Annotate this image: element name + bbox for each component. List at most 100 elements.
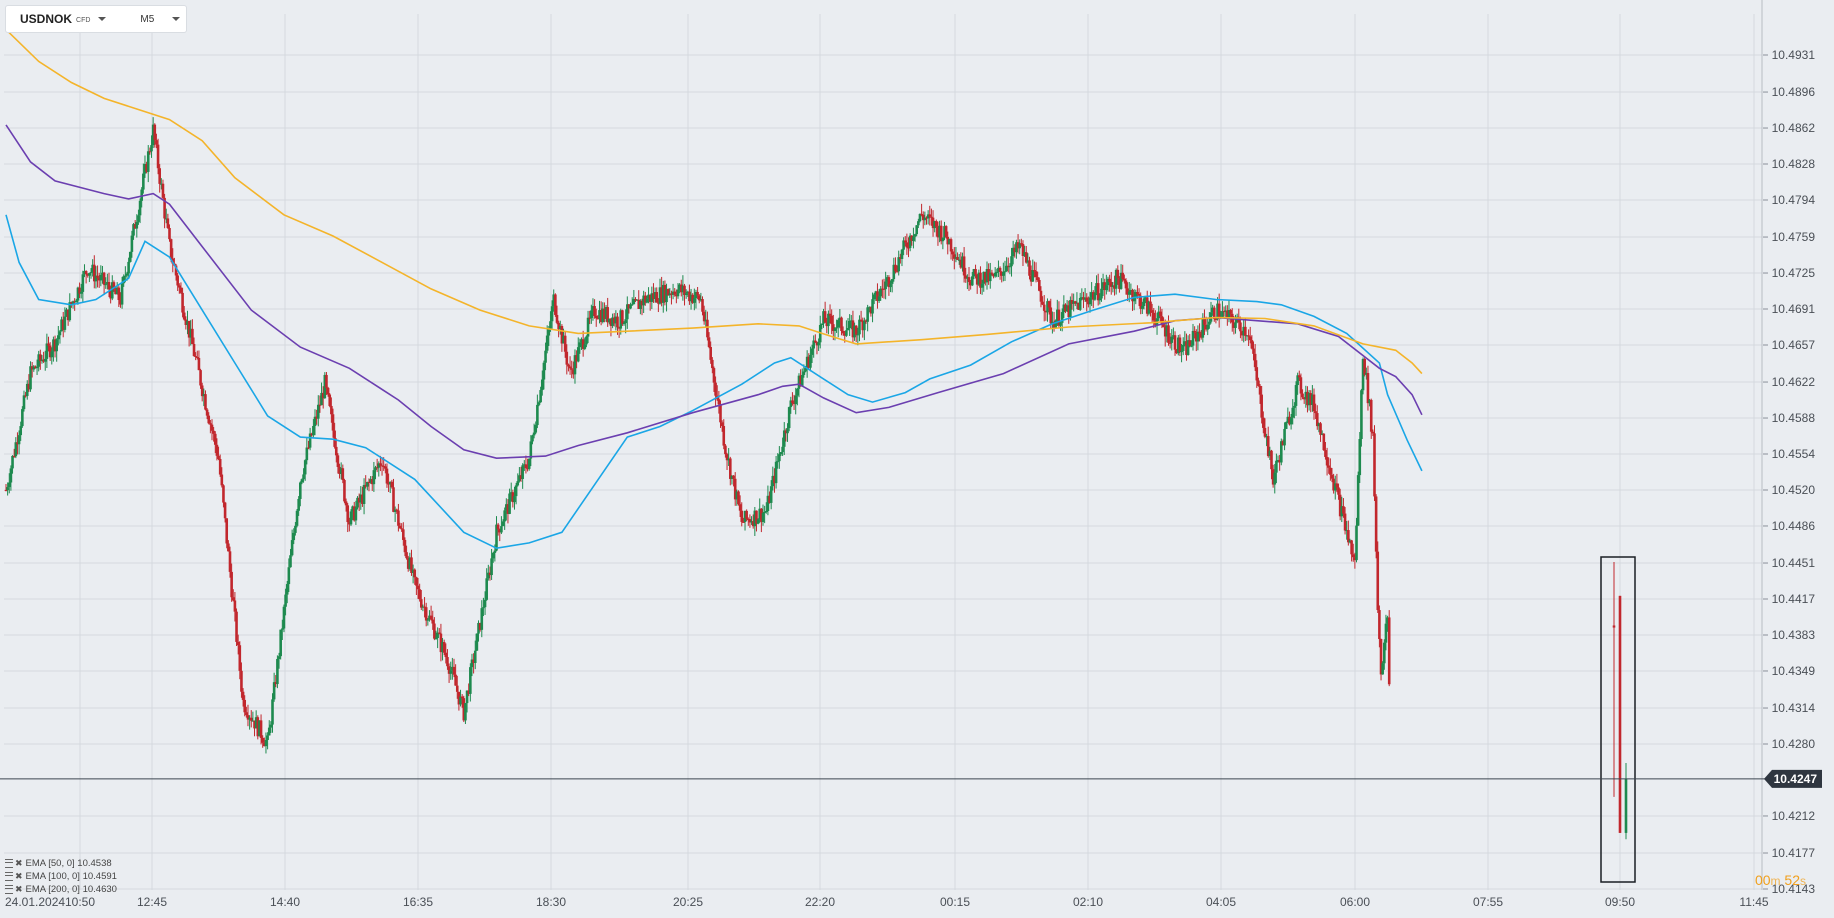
candle: [142, 163, 145, 194]
timeframe-dropdown-icon[interactable]: [172, 17, 181, 21]
candle: [63, 307, 67, 333]
candle: [1190, 340, 1193, 348]
candle-body: [764, 511, 768, 513]
indicator-row[interactable]: ✖ EMA [50, 0] 10.4538: [5, 857, 117, 870]
symbol-label[interactable]: USDNOK: [20, 12, 73, 26]
candle: [205, 408, 209, 420]
candle: [750, 516, 753, 525]
candle: [267, 720, 271, 736]
candle-body: [1366, 373, 1370, 404]
candle-body: [1087, 301, 1090, 305]
candle: [807, 353, 811, 370]
candle-body: [575, 355, 578, 362]
candle: [908, 233, 912, 252]
candle: [735, 489, 739, 506]
candle-body: [1345, 530, 1348, 532]
candle: [614, 310, 618, 331]
indicator-settings-icon[interactable]: [5, 885, 13, 894]
candle: [503, 507, 506, 530]
candle: [1384, 614, 1388, 651]
candle: [637, 290, 641, 310]
candle: [1145, 290, 1149, 317]
candle: [1248, 326, 1252, 344]
candle: [475, 633, 479, 651]
candle-body: [84, 271, 88, 275]
candle-body: [1100, 288, 1103, 299]
candle: [1343, 507, 1347, 535]
candle-body: [702, 311, 706, 322]
candle: [995, 268, 999, 278]
candle: [885, 275, 889, 287]
candle: [977, 269, 981, 287]
indicator-settings-icon[interactable]: [5, 859, 13, 868]
symbol-dropdown-icon[interactable]: [98, 17, 107, 21]
candle-body: [797, 375, 801, 389]
candle: [513, 486, 516, 510]
candle: [733, 472, 737, 506]
candle: [663, 280, 667, 306]
indicator-settings-icon[interactable]: [5, 872, 13, 881]
candle: [1121, 264, 1125, 282]
candle-body: [109, 289, 112, 299]
candle-body: [1284, 422, 1288, 429]
candle: [519, 466, 523, 482]
candle: [281, 619, 284, 641]
candle-body: [1242, 326, 1245, 336]
candle-body: [926, 214, 930, 219]
remove-indicator-icon[interactable]: ✖: [15, 884, 23, 894]
timeframe-label[interactable]: M5: [140, 13, 155, 25]
candle-body: [153, 124, 157, 141]
candle-body: [160, 183, 163, 185]
candle-body: [791, 400, 794, 404]
remove-indicator-icon[interactable]: ✖: [15, 858, 23, 868]
candle-body: [1180, 350, 1183, 353]
candle-body: [833, 328, 837, 331]
candle: [666, 288, 670, 296]
candle: [1059, 321, 1062, 331]
candle-body: [688, 291, 691, 302]
candle-body: [21, 409, 24, 427]
candle-body: [568, 366, 572, 369]
candle-body: [640, 300, 644, 306]
candle-body: [1365, 373, 1368, 375]
indicator-row[interactable]: ✖ EMA [200, 0] 10.4630: [5, 883, 117, 896]
remove-indicator-icon[interactable]: ✖: [15, 871, 23, 881]
candle-body: [1247, 335, 1250, 337]
candle: [68, 293, 72, 322]
candle: [400, 523, 403, 532]
candle: [596, 315, 600, 320]
candle-body: [195, 356, 199, 358]
candle: [285, 580, 289, 604]
candle-body: [1248, 336, 1252, 341]
candle: [611, 313, 614, 329]
candle-body: [585, 336, 588, 345]
instrument-selector[interactable]: USDNOK CFD M5: [6, 6, 186, 32]
candle-body: [948, 239, 951, 245]
candle: [223, 501, 227, 523]
candle-body: [686, 291, 690, 294]
candle-body: [277, 656, 281, 659]
candle: [1221, 301, 1224, 319]
candle-body: [146, 151, 150, 172]
candle: [168, 224, 171, 242]
candle-body: [544, 350, 547, 363]
candle-body: [756, 519, 760, 524]
candle: [1242, 319, 1245, 343]
candle-body: [740, 510, 744, 522]
y-tick-label: 10.4554: [1772, 447, 1816, 461]
candle-body: [145, 163, 148, 172]
candle: [1191, 323, 1195, 351]
candle-body: [1293, 405, 1296, 408]
candle: [1276, 455, 1280, 463]
candle-body: [910, 235, 914, 241]
candle-body: [622, 323, 626, 325]
indicator-row[interactable]: ✖ EMA [100, 0] 10.4591: [5, 870, 117, 883]
candle: [1348, 538, 1352, 544]
candle: [477, 620, 480, 642]
candle-body: [624, 319, 627, 324]
candle-body: [344, 501, 348, 506]
candle-body: [186, 320, 189, 325]
candle: [563, 331, 567, 358]
